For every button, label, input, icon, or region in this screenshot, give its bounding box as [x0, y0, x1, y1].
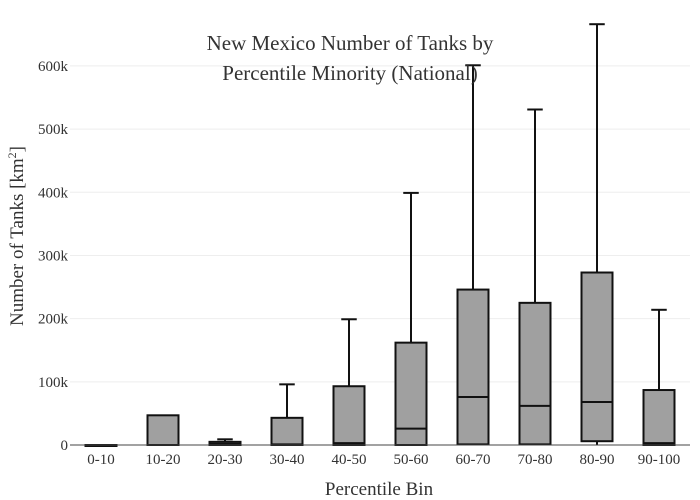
box-iqr [518, 301, 552, 446]
x-tick-label: 70-80 [518, 452, 553, 468]
x-tick-label: 40-50 [332, 452, 367, 468]
chart-title: New Mexico Number of Tanks by Percentile… [207, 31, 494, 85]
chart-title-line-2: Percentile Minority (National) [222, 61, 477, 85]
x-axis-ticks: 0-10 10-20 20-30 30-40 40-50 50-60 60-70 70-80 8… [87, 452, 680, 468]
box-iqr [580, 271, 614, 443]
box-20-30 [208, 438, 242, 447]
box-90-100 [642, 308, 676, 447]
y-axis-title-sup: 2 [5, 152, 19, 158]
box-series [84, 23, 676, 447]
y-tick-label: 300k [38, 248, 69, 264]
x-tick-label: 50-60 [394, 452, 429, 468]
x-tick-label: 60-70 [456, 452, 491, 468]
y-axis-ticks: 0 100k 200k 300k 400k 500k 600k [38, 59, 69, 454]
box-iqr [456, 288, 490, 446]
y-tick-label: 400k [38, 185, 69, 201]
x-tick-label: 20-30 [208, 452, 243, 468]
y-tick-label: 600k [38, 59, 69, 75]
x-tick-label: 80-90 [580, 452, 615, 468]
y-tick-label: 500k [38, 122, 69, 138]
chart-title-line-1: New Mexico Number of Tanks by [207, 31, 494, 55]
box-50-60 [394, 191, 428, 446]
y-tick-label: 200k [38, 312, 69, 328]
y-tick-label: 100k [38, 375, 69, 391]
box-iqr [394, 341, 428, 446]
x-tick-label: 30-40 [270, 452, 305, 468]
box-80-90 [580, 23, 614, 445]
x-axis-title: Percentile Bin [325, 479, 434, 500]
box-iqr [270, 416, 304, 446]
x-tick-label: 0-10 [87, 452, 115, 468]
box-30-40 [270, 383, 304, 446]
box-70-80 [518, 108, 552, 446]
y-axis-title-main: Number of Tanks [km [7, 158, 28, 326]
y-tick-label: 0 [61, 438, 69, 454]
box-iqr [146, 414, 180, 446]
x-tick-label: 90-100 [638, 452, 681, 468]
y-axis-title: Number of Tanks [km2] [5, 146, 28, 326]
box-iqr [332, 385, 366, 446]
box-10-20 [146, 414, 180, 446]
box-40-50 [332, 318, 366, 446]
y-axis-title-end: ] [7, 146, 28, 152]
box-iqr [642, 389, 676, 447]
x-tick-label: 10-20 [146, 452, 181, 468]
box-60-70 [456, 64, 490, 446]
